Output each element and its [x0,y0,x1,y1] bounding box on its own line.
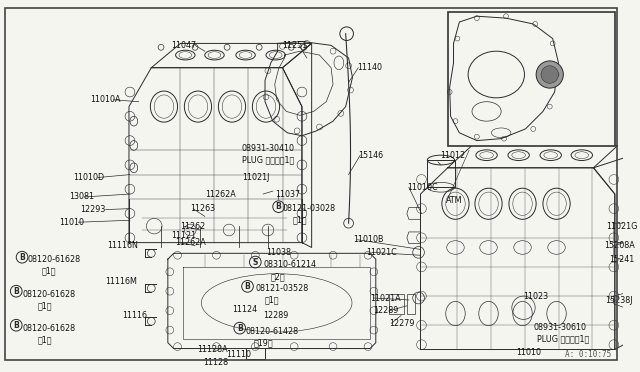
Text: 15208A: 15208A [604,241,635,250]
Text: 11124: 11124 [232,305,257,314]
Text: 11116: 11116 [122,311,147,320]
Text: 12279: 12279 [389,319,415,328]
Text: B: B [244,282,250,291]
Text: 08120-61428: 08120-61428 [246,327,299,336]
Text: 11110: 11110 [226,350,251,359]
Text: 11116M: 11116M [106,277,138,286]
Text: A: 0:10:75: A: 0:10:75 [564,350,611,359]
Text: 15238J: 15238J [605,296,632,305]
Text: （1）: （1） [265,295,280,304]
Text: 11251: 11251 [282,41,308,50]
Text: 11262A: 11262A [205,190,236,199]
Text: 11010: 11010 [59,218,84,227]
Text: ATM: ATM [446,196,462,205]
Text: 11023: 11023 [524,292,548,301]
Text: S: S [253,257,258,267]
Text: B: B [237,324,243,333]
Text: B: B [19,253,25,262]
Text: （1）: （1） [38,301,52,310]
Text: 13081: 13081 [68,192,93,202]
Text: 11251: 11251 [533,17,559,26]
Text: 11021C: 11021C [366,248,397,257]
Text: 11128A: 11128A [197,345,228,354]
Text: 08931-30610: 08931-30610 [533,323,586,332]
Text: 08310-61214: 08310-61214 [263,260,316,269]
Text: （1）: （1） [42,266,56,275]
Text: 12293: 12293 [81,205,106,214]
Text: PLUG プラグ（1）: PLUG プラグ（1） [537,334,589,343]
Text: 11262: 11262 [180,222,205,231]
Text: 11047: 11047 [171,41,196,50]
Text: 11140: 11140 [357,63,382,72]
Text: 08931-30410: 08931-30410 [242,144,294,153]
Text: 15241: 15241 [609,255,634,264]
Circle shape [536,61,563,88]
Text: （1）: （1） [292,216,307,225]
Text: 08120-61628: 08120-61628 [28,255,81,264]
Bar [389,294,404,314]
Text: 11012: 11012 [440,151,465,160]
Bar [428,160,454,187]
Text: （1）: （1） [38,335,52,344]
Text: 11128: 11128 [203,357,228,367]
Text: 11116N: 11116N [108,241,138,250]
Text: 11021G: 11021G [606,222,637,231]
Text: B: B [13,321,19,330]
Text: 12289: 12289 [373,306,398,315]
Text: 11010C: 11010C [407,183,438,192]
Text: 11263: 11263 [190,204,215,213]
Text: 11021A: 11021A [370,294,401,302]
Text: 11038: 11038 [266,248,291,257]
Text: 11021J: 11021J [242,173,269,182]
Bar [448,12,615,147]
Text: 11010: 11010 [516,348,541,357]
Text: 08120-61628: 08120-61628 [22,290,75,299]
Text: 11010A: 11010A [90,95,120,104]
Text: 11262A: 11262A [175,238,206,247]
Text: 12289: 12289 [263,311,289,320]
Text: B: B [13,287,19,296]
Circle shape [541,66,559,83]
Text: B: B [276,202,282,211]
Text: 15146: 15146 [358,151,383,160]
Text: 11121: 11121 [171,231,196,240]
Text: 08121-03028: 08121-03028 [282,204,335,213]
Text: （2）: （2） [271,272,285,281]
Text: 11010D: 11010D [74,173,105,182]
Bar [407,294,415,314]
Text: （19）: （19） [253,338,273,347]
Text: PLUG プラグ（1）: PLUG プラグ（1） [242,155,294,164]
Text: 08120-61628: 08120-61628 [22,324,75,333]
Text: 11037: 11037 [275,190,300,199]
Text: 11251E: 11251E [559,34,589,43]
Text: 11010B: 11010B [353,235,384,244]
Text: 08121-03528: 08121-03528 [255,284,308,293]
